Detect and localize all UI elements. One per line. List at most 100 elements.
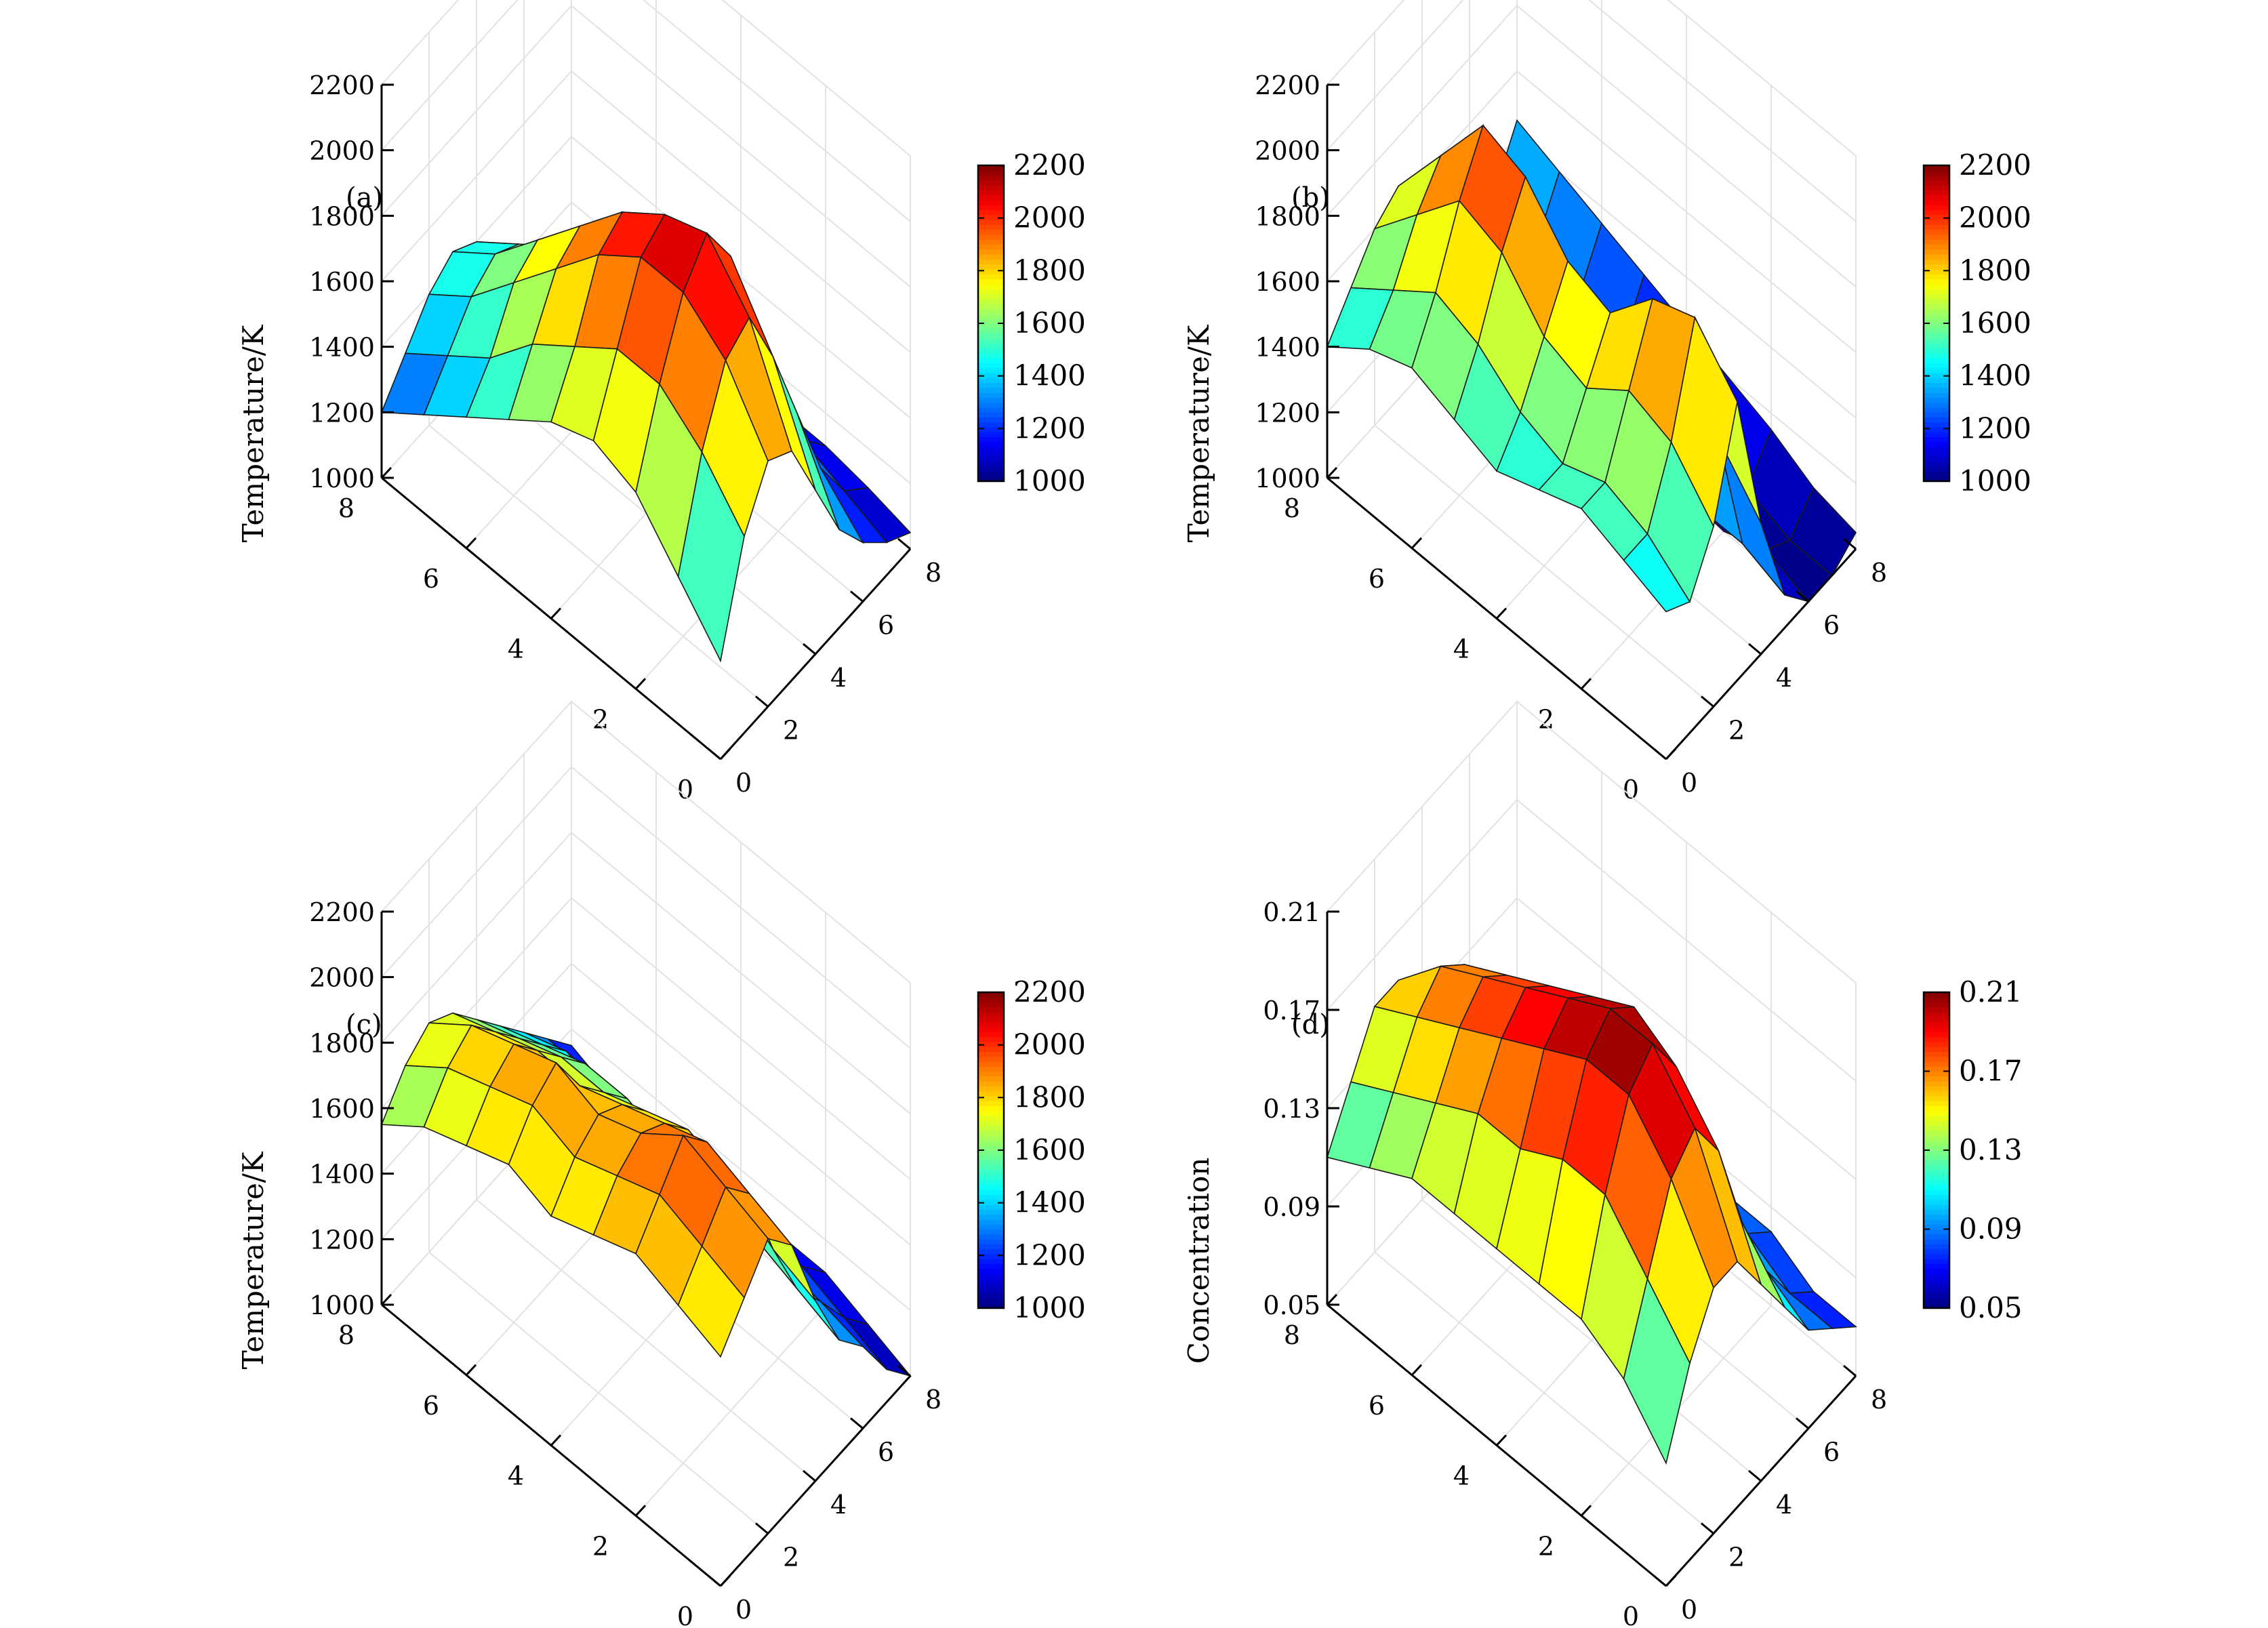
colorbar: 1000 1200 1400 1600 1800 2000 2200: [977, 148, 1086, 497]
x-tick-label: 0: [1623, 775, 1639, 805]
colorbar-tick-label: 1200: [1013, 1238, 1086, 1271]
surface: [1326, 119, 1857, 613]
colorbar-tick-label: 1800: [1959, 253, 2031, 287]
y-tick-label: 8: [1871, 558, 1887, 588]
x-tick-label: 8: [1284, 493, 1300, 523]
z-axis-label: Concentration: [1182, 1158, 1215, 1364]
y-tick-label: 0: [735, 768, 752, 798]
colorbar-tick-label: 1600: [1013, 1133, 1086, 1166]
y-tick-label: 6: [1823, 611, 1840, 640]
chart-panel-a: 02468024681000120014001600180020002200Te…: [237, 0, 1086, 805]
y-tick-label: 2: [1728, 1543, 1745, 1572]
colorbar-tick-label: 0.13: [1959, 1133, 2023, 1166]
y-tick-label: 0: [1681, 1595, 1697, 1625]
x-tick-label: 2: [592, 704, 609, 734]
y-tick-label: 8: [925, 1385, 941, 1415]
colorbar-tick-label: 2200: [1013, 975, 1086, 1009]
y-tick-label: 4: [830, 663, 847, 693]
x-tick-label: 6: [423, 564, 439, 594]
surface: [380, 1012, 912, 1377]
panel-label: (b): [1291, 182, 1330, 213]
surface-patch: [677, 1244, 745, 1358]
colorbar-tick-label: 2000: [1013, 201, 1086, 235]
y-tick-label: 0: [735, 1595, 752, 1625]
z-tick-label: 0.09: [1263, 1192, 1320, 1222]
z-axis-label: Temperature/K: [237, 324, 270, 542]
z-tick-label: 1600: [309, 1094, 375, 1124]
colorbar-tick-label: 1400: [1013, 359, 1086, 392]
z-tick-label: 1200: [1255, 398, 1320, 428]
colorbar-tick-label: 0.09: [1959, 1213, 2023, 1246]
colorbar-tick-label: 1800: [1013, 1080, 1086, 1114]
z-tick-label: 1000: [309, 464, 375, 493]
z-tick-label: 1400: [309, 333, 375, 363]
colorbar-tick-label: 1200: [1013, 411, 1086, 445]
x-tick-label: 0: [1623, 1602, 1639, 1628]
y-tick-label: 2: [783, 1543, 799, 1572]
z-tick-label: 1400: [1255, 333, 1320, 363]
z-tick-label: 0.17: [1263, 996, 1320, 1025]
surface: [380, 211, 912, 663]
z-axis-label: Temperature/K: [1182, 324, 1215, 542]
colorbar-tick-label: 2000: [1959, 201, 2031, 235]
colorbar: 1000 1200 1400 1600 1800 2000 2200: [1922, 148, 2031, 497]
y-tick-label: 6: [878, 611, 894, 640]
x-tick-label: 6: [1369, 1391, 1385, 1421]
z-tick-label: 1400: [309, 1160, 375, 1189]
y-tick-label: 8: [925, 558, 941, 588]
y-tick-label: 6: [1823, 1438, 1840, 1467]
colorbar: 1000 1200 1400 1600 1800 2000 2200: [977, 975, 1086, 1324]
y-tick-label: 4: [1776, 1490, 1792, 1520]
x-tick-label: 2: [1538, 704, 1554, 734]
panel-label: (a): [346, 182, 383, 213]
x-tick-label: 4: [1453, 1461, 1470, 1491]
z-tick-label: 0.13: [1263, 1094, 1320, 1124]
colorbar-tick-label: 1600: [1959, 306, 2031, 340]
surface-patch: [1623, 1277, 1690, 1465]
colorbar-tick-label: 1400: [1013, 1186, 1086, 1219]
z-tick-label: 1200: [309, 1225, 375, 1255]
z-tick-label: 2000: [1255, 136, 1320, 166]
surface-patch: [1623, 533, 1691, 613]
panel-label: (d): [1291, 1009, 1330, 1040]
z-tick-label: 0.21: [1263, 897, 1320, 927]
colorbar-tick-label: 1000: [1013, 1291, 1086, 1324]
y-tick-label: 0: [1681, 768, 1697, 798]
x-tick-label: 4: [1453, 634, 1470, 664]
x-tick-label: 6: [423, 1391, 439, 1421]
surface: [1326, 963, 1858, 1465]
y-tick-label: 8: [1871, 1385, 1887, 1415]
z-tick-label: 2200: [1255, 70, 1320, 100]
x-tick-label: 2: [592, 1531, 609, 1561]
x-tick-label: 0: [677, 1602, 693, 1628]
z-axis-label: Temperature/K: [237, 1151, 270, 1369]
colorbar-tick-label: 0.17: [1959, 1055, 2023, 1088]
y-tick-label: 6: [878, 1438, 894, 1467]
colorbar-tick-label: 1400: [1959, 359, 2031, 392]
z-tick-label: 1000: [1255, 464, 1320, 493]
surface-patch: [677, 450, 745, 663]
z-tick-label: 1800: [309, 201, 375, 231]
colorbar: 0.05 0.09 0.13 0.17 0.21: [1922, 975, 2023, 1324]
x-tick-label: 4: [508, 634, 524, 664]
x-tick-label: 8: [1284, 1320, 1300, 1350]
colorbar-tick-label: 2200: [1013, 148, 1086, 182]
y-tick-label: 2: [783, 716, 799, 746]
z-tick-label: 1600: [309, 267, 375, 297]
x-tick-label: 0: [677, 775, 693, 805]
colorbar-tick-label: 1000: [1959, 464, 2031, 497]
colorbar-tick-label: 1800: [1013, 253, 1086, 287]
z-tick-label: 1600: [1255, 267, 1320, 297]
chart-panel-b: 02468024681000120014001600180020002200Te…: [1182, 0, 2031, 805]
x-tick-label: 4: [508, 1461, 524, 1491]
colorbar-tick-label: 1000: [1013, 464, 1086, 497]
x-tick-label: 8: [338, 1320, 355, 1350]
z-tick-label: 0.05: [1263, 1290, 1320, 1320]
colorbar-tick-label: 0.21: [1959, 975, 2023, 1009]
x-tick-label: 6: [1369, 564, 1385, 594]
colorbar-tick-label: 2000: [1013, 1028, 1086, 1061]
y-tick-label: 4: [1776, 663, 1792, 693]
z-tick-label: 1200: [309, 398, 375, 428]
chart-panel-c: 02468024681000120014001600180020002200Te…: [237, 700, 1086, 1628]
